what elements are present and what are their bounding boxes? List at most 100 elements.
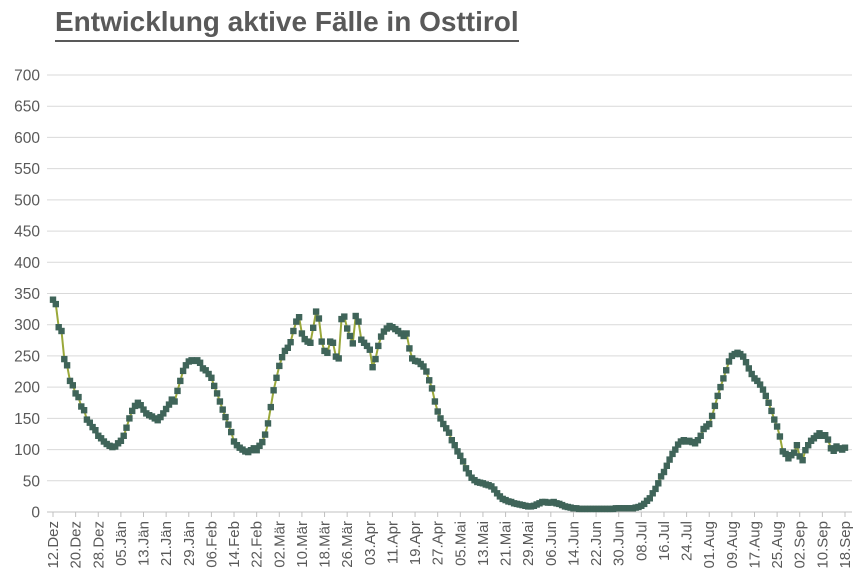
data-point-marker (830, 447, 837, 454)
data-point-marker (66, 377, 74, 385)
data-point-marker (451, 442, 458, 449)
x-axis-label: 29.Jän (181, 521, 198, 566)
x-axis-label: 13.Jän (136, 521, 153, 566)
data-point-marker (293, 318, 300, 325)
data-point-marker (205, 370, 212, 378)
y-axis-label: 250 (14, 348, 40, 365)
x-axis-label: 14.Jun (565, 521, 582, 566)
data-point-marker (335, 355, 342, 362)
data-point-marker (649, 490, 656, 497)
data-point-marker (216, 398, 224, 405)
x-axis-label: 06.Jun (543, 521, 560, 566)
x-axis-label: 27.Apr (430, 521, 447, 565)
data-point-marker (720, 375, 727, 382)
data-point-marker (491, 486, 498, 493)
data-point-marker (445, 429, 453, 436)
data-point-marker (403, 330, 410, 337)
data-point-marker (58, 327, 65, 335)
data-point-marker (208, 374, 215, 381)
y-axis-label: 400 (14, 255, 40, 272)
data-point-marker (796, 453, 803, 460)
x-axis-label: 11.Apr (384, 521, 401, 564)
data-point-marker (329, 339, 337, 346)
data-point-marker (440, 420, 447, 428)
x-axis-label: 22.Jun (588, 521, 605, 566)
data-point-marker (457, 452, 464, 459)
data-point-marker (759, 386, 767, 393)
data-point-marker (437, 415, 444, 422)
data-point-marker (406, 345, 413, 352)
data-point-marker (261, 431, 269, 438)
x-axis-label: 10.Mär (294, 521, 311, 568)
data-point-marker (211, 382, 218, 390)
y-axis-label: 450 (14, 224, 40, 241)
data-point-marker (253, 447, 260, 454)
y-axis-label: 0 (31, 505, 40, 522)
data-point-marker (160, 410, 167, 417)
data-point-marker (748, 370, 755, 378)
data-point-marker (117, 437, 125, 444)
data-point-marker (355, 318, 362, 325)
data-point-marker (349, 340, 356, 347)
x-axis-label: 14.Feb (226, 521, 243, 568)
data-point-marker (344, 325, 351, 332)
y-axis-label: 600 (14, 130, 40, 147)
y-axis-label: 550 (14, 161, 40, 178)
data-point-marker (443, 425, 450, 432)
data-point-marker (369, 364, 376, 371)
data-point-marker (219, 406, 226, 413)
x-axis-label: 02.Mär (271, 521, 288, 568)
x-axis-label: 22.Feb (249, 521, 266, 568)
data-point-marker (454, 448, 461, 455)
data-point-marker (78, 403, 85, 410)
data-point-marker (270, 387, 277, 394)
data-point-marker (290, 327, 297, 335)
data-point-marker (465, 470, 472, 477)
y-axis-label: 50 (23, 473, 41, 490)
data-point-marker (459, 458, 467, 465)
data-point-marker (790, 449, 798, 456)
data-point-marker (694, 437, 702, 444)
data-point-marker (256, 442, 263, 449)
data-point-marker (768, 407, 775, 415)
data-point-marker (295, 314, 303, 321)
data-point-marker (228, 428, 235, 436)
y-axis-label: 500 (14, 192, 40, 209)
x-axis-label: 05.Jän (113, 521, 130, 566)
data-point-marker (276, 362, 283, 370)
x-axis-label: 12.Dez (45, 521, 62, 569)
data-point-marker (771, 416, 778, 423)
x-axis-label: 24.Jul (679, 521, 696, 561)
data-point-marker (462, 465, 470, 472)
y-axis-label: 300 (14, 317, 40, 334)
data-point-marker (428, 385, 436, 392)
data-point-marker (666, 456, 673, 463)
data-point-marker (213, 390, 221, 397)
data-point-marker (72, 390, 79, 397)
data-point-marker (765, 399, 772, 406)
data-point-marker (230, 438, 238, 445)
y-axis-label: 100 (14, 442, 40, 459)
x-axis-label: 19.Apr (407, 521, 424, 565)
data-point-marker (782, 450, 789, 458)
data-point-marker (448, 437, 455, 444)
data-point-marker (174, 387, 181, 395)
x-axis-label: 21.Jän (158, 521, 175, 566)
data-point-marker (824, 436, 832, 443)
data-point-marker (426, 377, 433, 384)
x-axis-label: 18.Sep (837, 521, 854, 569)
data-point-marker (822, 432, 829, 439)
data-point-marker (63, 362, 71, 369)
data-point-marker (646, 495, 653, 502)
x-axis-label: 25.Aug (769, 521, 786, 569)
data-point-marker (655, 480, 662, 487)
data-point-marker (278, 354, 286, 361)
data-point-marker (756, 381, 764, 388)
data-point-marker (793, 442, 801, 449)
data-point-marker (162, 405, 170, 413)
data-point-marker (802, 447, 809, 454)
x-axis-label: 06.Feb (203, 521, 220, 568)
data-point-marker (341, 313, 348, 320)
y-axis-label: 700 (14, 68, 40, 85)
data-point-marker (259, 438, 266, 446)
